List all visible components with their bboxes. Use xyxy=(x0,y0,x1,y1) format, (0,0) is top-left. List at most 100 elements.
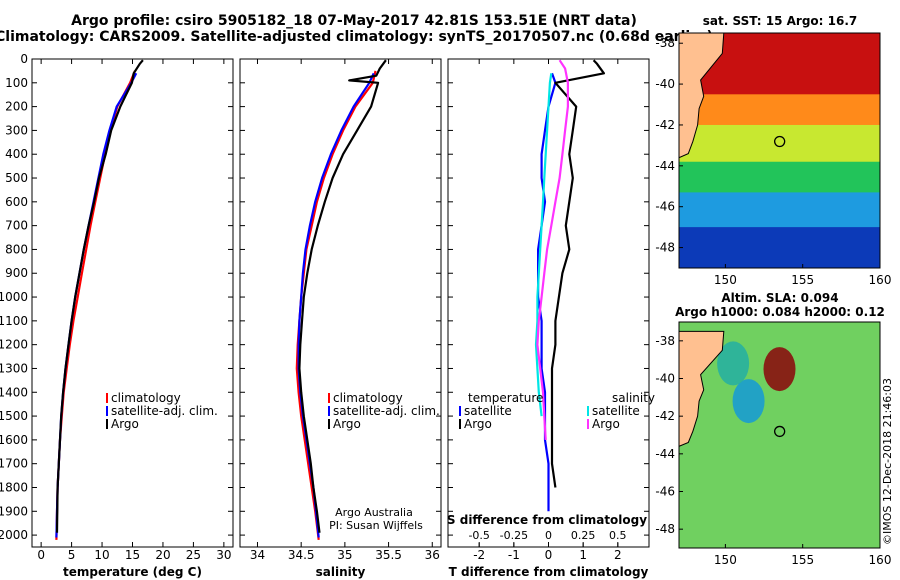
map-y-tick-label: -40 xyxy=(655,372,675,386)
diff-sal-legend-item: satellite xyxy=(592,404,640,418)
map-y-tick-label: -44 xyxy=(655,159,675,173)
series-line-argo xyxy=(298,59,387,533)
depth-tick-label: 100 xyxy=(5,76,28,90)
series-line-salinity-argo xyxy=(536,59,570,440)
x-tick-label: 35 xyxy=(337,548,352,562)
plot-frame-0 xyxy=(31,58,234,548)
map-x-tick-label: 150 xyxy=(714,273,737,287)
x2-tick-label: 0 xyxy=(545,529,552,542)
map-y-tick-label: -44 xyxy=(655,447,675,461)
x-tick-label: -2 xyxy=(473,548,485,562)
map-y-tick-label: -42 xyxy=(655,118,675,132)
series-line-argo xyxy=(55,59,144,533)
temp-legend-item: Argo xyxy=(111,417,139,431)
sla-panel-title-2: Argo h1000: 0.084 h2000: 0.12 xyxy=(675,305,885,319)
depth-tick-label: 700 xyxy=(5,219,28,233)
sla-panel-title-1: Altim. SLA: 0.094 xyxy=(721,291,839,305)
x2-tick-label: 0.25 xyxy=(571,529,596,542)
sla-feature-low xyxy=(732,379,765,424)
sst-band xyxy=(679,124,880,163)
depth-tick-label: 600 xyxy=(5,195,28,209)
sst-band xyxy=(679,192,880,229)
depth-tick-label: 1700 xyxy=(0,457,28,471)
depth-tick-label: 900 xyxy=(5,266,28,280)
sal-legend-item: Argo xyxy=(333,417,361,431)
land-tasmania xyxy=(679,33,725,159)
map-y-tick-label: -38 xyxy=(655,334,675,348)
map-frame-3 xyxy=(678,32,881,269)
plot-frame-1 xyxy=(239,58,442,548)
map-y-tick-label: -48 xyxy=(655,241,675,255)
figure-title-line1: Argo profile: csiro 5905182_18 07-May-20… xyxy=(71,13,637,29)
map-y-tick-label: -46 xyxy=(655,485,675,499)
x-tick-label: 34 xyxy=(250,548,265,562)
x-tick-label: 0 xyxy=(37,548,45,562)
x-tick-label: 34.5 xyxy=(288,548,315,562)
map-content-4 xyxy=(679,322,880,548)
figure-title-line2: Climatology: CARS2009. Satellite-adjuste… xyxy=(0,29,713,45)
depth-tick-label: 2000 xyxy=(0,528,28,542)
map-x-tick-label: 155 xyxy=(791,273,814,287)
argo-position-marker xyxy=(774,135,786,148)
depth-tick-label: 400 xyxy=(5,147,28,161)
series-line-temperature-argo xyxy=(550,59,606,488)
x-axis-label: T difference from climatology xyxy=(449,565,649,579)
credit-line2: PI: Susan Wijffels xyxy=(329,519,423,532)
depth-tick-label: 300 xyxy=(5,123,28,137)
sal-legend-item: climatology xyxy=(333,391,403,405)
x-tick-label: -1 xyxy=(508,548,520,562)
land-tasmania xyxy=(679,330,725,447)
argo-position-marker xyxy=(774,425,786,438)
x-tick-label: 5 xyxy=(68,548,76,562)
x-tick-label: 35.5 xyxy=(375,548,402,562)
sal-legend-item: satellite-adj. clim. xyxy=(333,404,440,418)
x-tick-label: 10 xyxy=(94,548,109,562)
x-tick-label: 1 xyxy=(579,548,587,562)
x2-tick-label: -0.25 xyxy=(500,529,528,542)
depth-tick-label: 1100 xyxy=(0,314,28,328)
x-tick-label: 0 xyxy=(545,548,553,562)
temp-legend-item: satellite-adj. clim. xyxy=(111,404,218,418)
diff-top-label: S difference from climatology xyxy=(447,513,647,527)
depth-tick-label: 500 xyxy=(5,171,28,185)
map-content-3 xyxy=(679,33,880,268)
temp-legend-item: climatology xyxy=(111,391,181,405)
sla-feature-low2 xyxy=(717,341,750,386)
x2-tick-label: 0.5 xyxy=(609,529,627,542)
map-y-tick-label: -48 xyxy=(655,522,675,536)
map-x-tick-label: 160 xyxy=(869,553,892,567)
depth-tick-label: 1500 xyxy=(0,409,28,423)
x-tick-label: 2 xyxy=(614,548,622,562)
depth-tick-label: 1200 xyxy=(0,338,28,352)
map-y-tick-label: -46 xyxy=(655,200,675,214)
map-x-tick-label: 160 xyxy=(869,273,892,287)
map-x-tick-label: 155 xyxy=(791,553,814,567)
x-tick-label: 30 xyxy=(216,548,231,562)
diff-legend-temp-header: temperature xyxy=(468,391,543,405)
x2-tick-label: -0.5 xyxy=(468,529,489,542)
diff-temp-legend-item: Argo xyxy=(464,417,492,431)
x-tick-label: 20 xyxy=(155,548,170,562)
sst-band xyxy=(679,161,880,194)
map-y-tick-label: -42 xyxy=(655,409,675,423)
sst-panel-title: sat. SST: 15 Argo: 16.7 xyxy=(702,14,858,28)
depth-tick-label: 1800 xyxy=(0,480,28,494)
series-line-climatology xyxy=(55,70,136,540)
x-axis-label: temperature (deg C) xyxy=(63,565,202,579)
map-x-tick-label: 150 xyxy=(714,553,737,567)
x-tick-label: 15 xyxy=(125,548,140,562)
x-axis-label: salinity xyxy=(316,565,366,579)
depth-tick-label: 1300 xyxy=(0,361,28,375)
map-y-tick-label: -38 xyxy=(655,36,675,50)
depth-tick-label: 0 xyxy=(20,52,28,66)
depth-tick-label: 1600 xyxy=(0,433,28,447)
diff-sal-legend-item: Argo xyxy=(592,417,620,431)
sla-feature-high xyxy=(763,347,796,392)
depth-tick-label: 1900 xyxy=(0,504,28,518)
depth-tick-label: 1000 xyxy=(0,290,28,304)
credit-line1: Argo Australia xyxy=(335,506,413,519)
sst-band xyxy=(679,227,880,268)
diff-temp-legend-item: satellite xyxy=(464,404,512,418)
depth-tick-label: 200 xyxy=(5,100,28,114)
